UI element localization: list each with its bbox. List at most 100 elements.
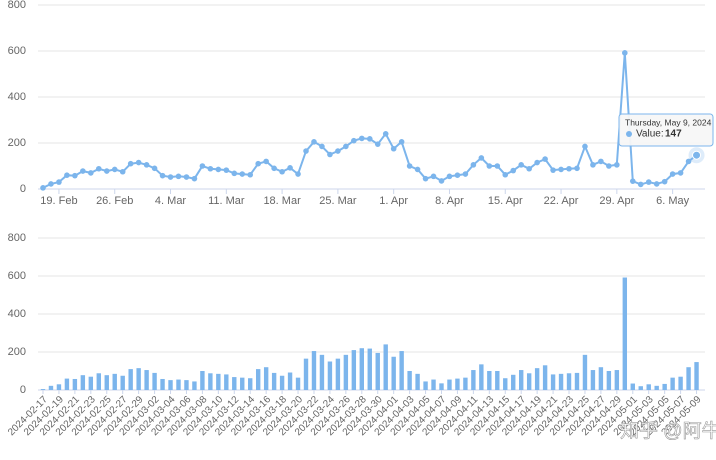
bar [248,378,253,390]
bar [574,372,580,390]
bar [479,364,484,390]
bar [542,365,548,390]
bar [343,354,349,390]
bar [208,373,213,390]
point [143,162,150,168]
point [590,162,596,168]
y-tick-label: 0 [20,183,26,195]
bar [303,358,309,390]
tooltip-label: Value: [636,129,664,140]
bar [686,367,691,390]
bar [192,381,197,390]
bar [295,377,301,390]
bar [662,383,667,390]
bar [694,362,699,390]
bar [287,372,293,390]
bar [654,385,659,390]
point [661,178,668,185]
point [622,50,628,56]
point [247,171,254,178]
x-tick-label: 8. Apr [435,195,464,207]
point [614,162,620,168]
point [56,179,62,185]
bar [279,375,285,390]
point [518,162,524,168]
y-tick-label: 400 [8,91,26,103]
x-tick-label: 29. Apr [599,195,634,207]
bar [526,373,532,390]
y-tick-label: 800 [8,232,26,244]
bar [72,378,78,390]
bar [120,375,125,390]
point [382,131,389,137]
x-tick-label: 18. Mar [263,195,301,207]
bar [112,373,117,390]
bar [136,368,141,390]
bar [582,354,588,390]
bar [670,377,675,390]
point [558,166,564,173]
x-tick-label: 25. Mar [319,195,357,207]
point [207,165,214,172]
point [80,168,86,174]
bar [144,370,149,390]
bar [558,373,564,390]
bar [415,373,420,390]
point [175,173,182,180]
point [287,165,293,171]
bar [128,369,133,390]
point [398,139,405,145]
point [422,175,429,182]
point [637,181,644,188]
point [271,165,277,172]
point [255,160,261,167]
bar [176,379,181,390]
bar [534,368,540,390]
bar [638,386,643,390]
point [95,165,102,172]
bar [359,348,364,390]
bar [351,350,357,390]
point [327,151,333,158]
point [351,137,357,144]
bar [160,378,165,390]
tooltip: Thursday, May 9, 2024 Value: 147 [618,113,714,147]
bar [511,374,516,390]
point [430,173,437,180]
bar [216,373,221,390]
watermark: 知乎 @阿牛买房 [620,420,716,442]
x-tick-label: 11. Mar [208,195,245,207]
bar [447,379,452,390]
bar [646,384,651,390]
bar [630,383,635,390]
bar [263,367,269,390]
point [669,171,676,177]
y-tick-label: 800 [8,0,26,11]
bar [495,371,500,390]
line [42,52,698,189]
bar [590,370,596,390]
bar [375,352,380,390]
point [159,172,166,179]
point [167,174,174,180]
y-tick-label: 200 [8,346,26,358]
y-tick-label: 200 [8,137,26,149]
point [390,145,397,152]
bar [367,348,372,390]
point [183,174,190,180]
bar [399,351,404,390]
bar [471,370,476,390]
x-tick-label: 15. Apr [488,195,523,207]
bar [550,374,556,390]
point [359,135,365,142]
point [343,143,349,150]
bar [503,378,508,390]
y-tick-label: 600 [8,270,26,282]
bar [431,379,436,390]
y-tick-label: 400 [8,308,26,320]
point [629,178,636,184]
point [692,150,702,160]
bar [678,376,683,390]
point [470,162,477,168]
